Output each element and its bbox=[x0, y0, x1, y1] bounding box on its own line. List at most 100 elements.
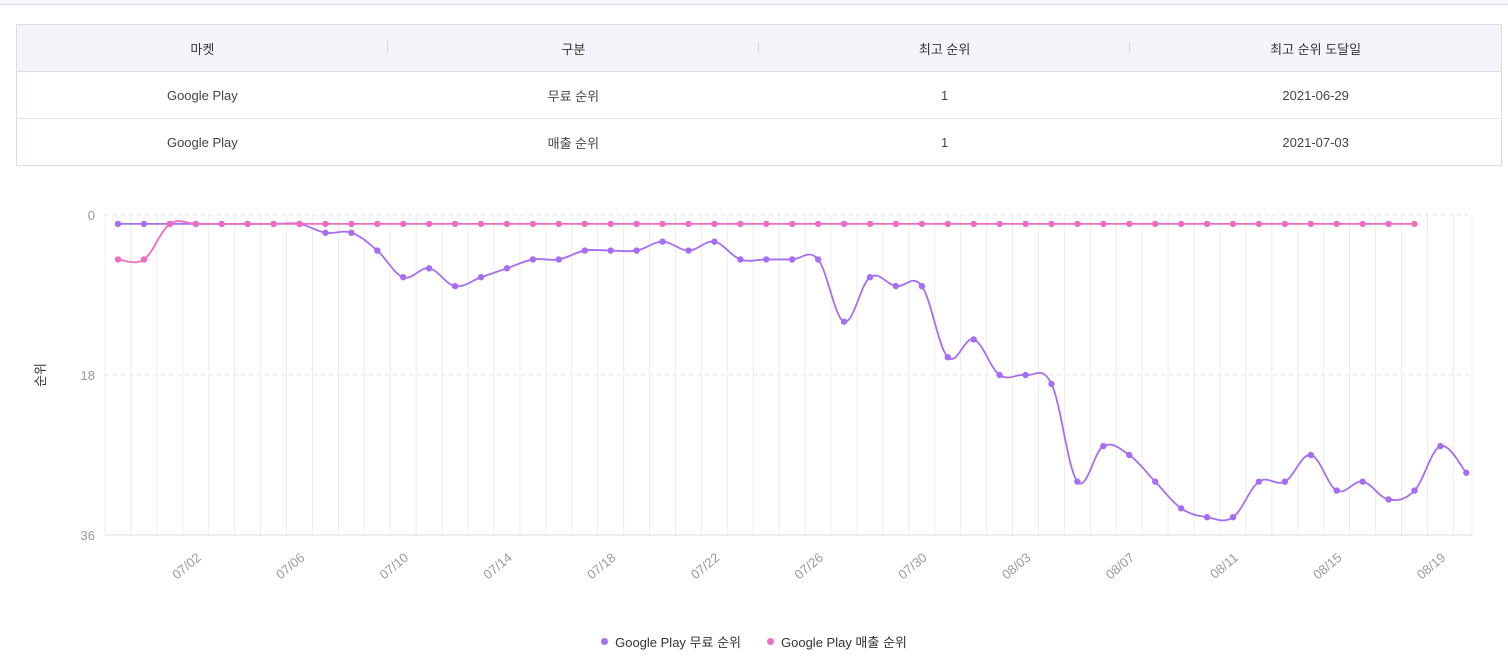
data-point-series-1 bbox=[477, 220, 485, 228]
data-point-series-0 bbox=[348, 229, 355, 236]
data-point-series-0 bbox=[1359, 478, 1366, 485]
data-point-series-1 bbox=[400, 220, 407, 228]
data-point-series-0 bbox=[711, 238, 718, 245]
data-point-series-1 bbox=[892, 220, 900, 228]
y-tick-label: 36 bbox=[81, 528, 95, 543]
y-axis-label: 순위 bbox=[33, 363, 48, 387]
table-row: Google Play 무료 순위 1 2021-06-29 bbox=[16, 71, 1502, 119]
data-point-series-1 bbox=[970, 220, 977, 228]
data-point-series-0 bbox=[763, 256, 770, 263]
data-point-series-0 bbox=[581, 247, 588, 254]
top-border bbox=[0, 0, 1508, 5]
x-tick-label: 08/03 bbox=[999, 550, 1034, 582]
data-point-series-1 bbox=[1022, 220, 1029, 228]
data-point-series-1 bbox=[270, 220, 277, 228]
cell-best-rank: 1 bbox=[759, 71, 1131, 119]
data-point-series-0 bbox=[374, 247, 381, 254]
data-point-series-0 bbox=[970, 336, 977, 343]
data-point-series-0 bbox=[944, 354, 951, 361]
data-point-series-0 bbox=[607, 247, 614, 254]
x-tick-label: 08/07 bbox=[1103, 550, 1138, 582]
data-point-series-0 bbox=[503, 265, 511, 272]
data-point-series-1 bbox=[866, 220, 874, 228]
data-point-series-1 bbox=[737, 220, 744, 228]
data-point-series-1 bbox=[659, 220, 666, 228]
data-point-series-1 bbox=[581, 220, 588, 228]
data-point-series-0 bbox=[555, 256, 563, 263]
data-point-series-0 bbox=[114, 220, 122, 228]
data-point-series-1 bbox=[1177, 220, 1185, 228]
data-point-series-1 bbox=[503, 220, 511, 228]
data-point-series-1 bbox=[425, 220, 433, 228]
data-point-series-1 bbox=[114, 256, 122, 263]
data-point-series-0 bbox=[529, 256, 537, 263]
table-header-row: 마켓 구분 최고 순위 최고 순위 도달일 bbox=[16, 24, 1502, 72]
x-tick-label: 08/19 bbox=[1414, 550, 1449, 582]
data-point-series-1 bbox=[996, 220, 1003, 228]
data-point-series-0 bbox=[866, 274, 874, 281]
y-tick-label: 18 bbox=[81, 368, 95, 383]
data-point-series-0 bbox=[1255, 478, 1263, 485]
data-point-series-1 bbox=[840, 220, 848, 228]
data-point-series-0 bbox=[1437, 442, 1444, 450]
data-point-series-0 bbox=[1229, 514, 1237, 521]
data-point-series-0 bbox=[788, 256, 796, 263]
data-point-series-1 bbox=[1203, 220, 1211, 228]
x-tick-label: 07/26 bbox=[791, 550, 826, 582]
data-point-series-1 bbox=[322, 220, 329, 228]
x-tick-label: 08/11 bbox=[1207, 550, 1241, 582]
data-point-series-1 bbox=[1229, 220, 1237, 228]
data-point-series-1 bbox=[296, 220, 303, 228]
data-point-series-0 bbox=[685, 247, 692, 254]
data-point-series-1 bbox=[944, 220, 951, 228]
legend-item-free-rank[interactable]: Google Play 무료 순위 bbox=[601, 632, 741, 651]
data-point-series-1 bbox=[1411, 220, 1418, 228]
data-point-series-0 bbox=[1048, 380, 1055, 388]
y-tick-label: 0 bbox=[88, 208, 95, 223]
legend-label-free-rank: Google Play 무료 순위 bbox=[615, 635, 741, 650]
data-point-series-0 bbox=[322, 229, 329, 236]
data-point-series-0 bbox=[1307, 451, 1314, 459]
x-tick-label: 07/06 bbox=[273, 550, 308, 582]
data-point-series-1 bbox=[348, 220, 355, 228]
data-point-series-1 bbox=[244, 220, 251, 228]
data-point-series-0 bbox=[1177, 505, 1185, 512]
cell-category: 매출 순위 bbox=[547, 135, 600, 151]
cell-market: Google Play bbox=[16, 71, 388, 119]
data-point-series-0 bbox=[1203, 514, 1211, 521]
legend-label-revenue-rank: Google Play 매출 순위 bbox=[781, 635, 907, 650]
legend-item-revenue-rank[interactable]: Google Play 매출 순위 bbox=[767, 632, 907, 651]
data-point-series-1 bbox=[192, 220, 199, 228]
rank-line-chart: 0 18 36 순위 07/02 07/06 07/10 07/14 07/18 07/22 07/… bbox=[33, 208, 1473, 582]
data-point-series-0 bbox=[1385, 496, 1392, 503]
series-line-0 bbox=[118, 222, 1468, 522]
data-point-series-1 bbox=[1359, 220, 1366, 228]
data-point-series-0 bbox=[633, 247, 640, 254]
header-best-rank-date: 최고 순위 도달일 bbox=[1130, 24, 1502, 72]
data-point-series-0 bbox=[1022, 371, 1029, 379]
data-point-series-1 bbox=[607, 220, 614, 228]
data-point-series-1 bbox=[1126, 220, 1133, 228]
data-point-series-1 bbox=[918, 220, 926, 228]
data-point-series-0 bbox=[737, 256, 744, 263]
x-tick-label: 07/30 bbox=[895, 550, 930, 582]
table-row: Google Play 매출 순위 1 2021-07-03 bbox=[17, 119, 1502, 166]
data-point-series-1 bbox=[685, 220, 692, 228]
x-tick-label: 08/15 bbox=[1310, 550, 1345, 582]
data-point-series-1 bbox=[529, 220, 537, 228]
data-point-series-1 bbox=[763, 220, 770, 228]
data-point-series-0 bbox=[1126, 451, 1133, 459]
data-point-series-0 bbox=[1411, 487, 1418, 494]
data-point-series-0 bbox=[451, 282, 459, 290]
data-point-series-0 bbox=[1333, 487, 1340, 494]
x-tick-label: 07/14 bbox=[480, 550, 515, 582]
data-point-series-0 bbox=[1281, 478, 1289, 485]
data-point-series-0 bbox=[1463, 469, 1470, 476]
x-tick-label: 07/02 bbox=[169, 550, 204, 582]
cell-market: Google Play bbox=[166, 134, 238, 150]
data-point-series-1 bbox=[140, 256, 148, 263]
data-point-series-0 bbox=[1152, 478, 1159, 485]
data-point-series-1 bbox=[1152, 220, 1159, 228]
data-point-series-1 bbox=[374, 220, 381, 228]
data-point-series-0 bbox=[892, 282, 900, 290]
